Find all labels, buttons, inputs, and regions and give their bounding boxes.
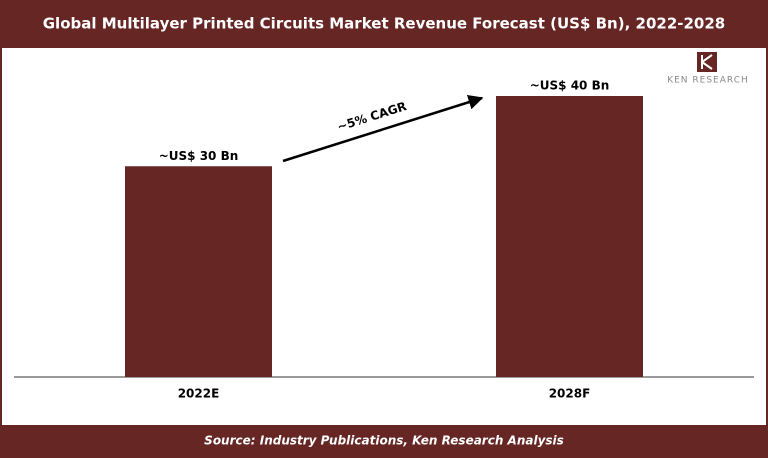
x-tick-label: 2022E [178, 387, 220, 401]
value-label: ~US$ 30 Bn [159, 149, 239, 163]
x-tick-label: 2028F [549, 387, 591, 401]
chart-title: Global Multilayer Printed Circuits Marke… [43, 15, 725, 33]
logo-glyph [701, 54, 713, 70]
value-label: ~US$ 40 Bn [530, 79, 610, 93]
logo-icon [697, 52, 717, 72]
bar [125, 166, 272, 377]
source: Source: Industry Publications, Ken Resea… [204, 434, 564, 448]
logo: KEN RESEARCH [667, 52, 749, 86]
bar [496, 96, 643, 377]
logo-text: KEN RESEARCH [667, 76, 749, 86]
cagr-arrow [282, 94, 484, 163]
